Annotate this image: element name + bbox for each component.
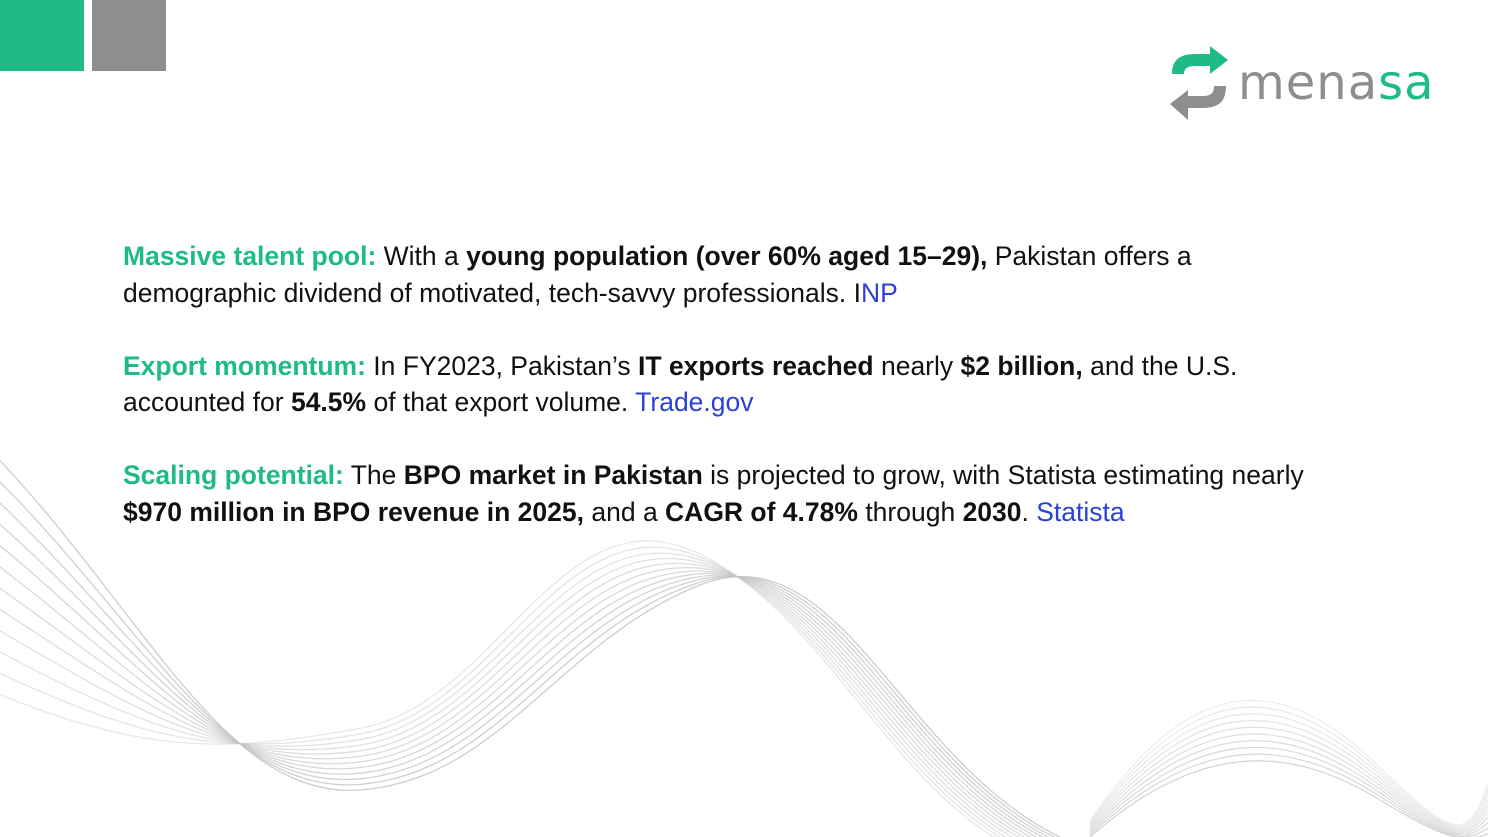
bold-text: 2030: [962, 496, 1022, 527]
wave-line: [0, 480, 1056, 837]
text: The: [343, 460, 404, 490]
wave-line: [1089, 706, 1488, 827]
text: and a: [584, 496, 666, 527]
wave-line: [1089, 726, 1488, 831]
bold-text: BPO market in Pakistan: [403, 460, 703, 490]
text: and the U.S. accounted for: [123, 350, 1238, 418]
brand-wordmark: menasa: [1238, 59, 1435, 107]
paragraph-lead: Scaling potential:: [123, 460, 344, 490]
source-link-trade-gov[interactable]: Trade.gov: [635, 387, 754, 417]
source-link-statista[interactable]: Statista: [1036, 496, 1125, 527]
source-link-inp[interactable]: NP: [860, 277, 898, 308]
wave-line: [0, 567, 1026, 837]
text: is projected to grow, with Statista esti…: [702, 460, 1304, 490]
paragraph-talent-pool: Massive talent pool: With a young popula…: [123, 238, 1323, 311]
wave-line: [0, 552, 1008, 837]
recycle-arrows-logo-icon: [1170, 46, 1228, 120]
brand-logo: menasa: [1166, 46, 1435, 120]
text: .: [1021, 496, 1037, 527]
text: With a: [376, 241, 467, 271]
text: Pakistan offers a demographic dividend o…: [123, 241, 1192, 308]
wave-line: [1089, 760, 1488, 837]
wave-line: [0, 557, 1014, 837]
paragraph-lead: Massive talent pool:: [123, 241, 377, 271]
wave-line: [1089, 746, 1488, 836]
wave-line: [1089, 733, 1488, 833]
wave-line: [0, 540, 995, 837]
bold-text: young population (over 60% aged 15–29),: [466, 241, 988, 271]
wave-line: [0, 562, 1020, 837]
wave-line: [0, 546, 1001, 837]
wave-line: [0, 566, 1033, 837]
wave-line: [0, 459, 1061, 837]
wave-line: [1089, 740, 1488, 835]
main-content: Massive talent pool: With a young popula…: [123, 238, 1323, 567]
bold-text: CAGR of 4.78%: [665, 496, 858, 527]
wave-line: [1089, 699, 1488, 826]
brand-wordmark-accent: sa: [1378, 55, 1435, 111]
text: through: [857, 496, 963, 527]
wave-line: [1089, 713, 1488, 829]
bold-text: IT exports reached: [637, 350, 874, 381]
wave-line: [1089, 753, 1488, 837]
text: In FY2023, Pakistan’s: [365, 350, 638, 381]
wave-line: [0, 523, 1044, 837]
bold-text: $2 billion,: [960, 350, 1083, 381]
text: of that export volume.: [366, 387, 636, 417]
wave-line: [0, 502, 1051, 837]
bold-text: 54.5%: [290, 387, 367, 417]
wave-line: [1089, 720, 1488, 830]
paragraph-lead: Export momentum:: [123, 350, 366, 381]
corner-green-block: [0, 0, 84, 71]
bold-text: $970 million in BPO revenue in 2025,: [123, 496, 584, 527]
wave-line: [0, 544, 1038, 837]
paragraph-scaling-potential: Scaling potential: The BPO market in Pak…: [123, 457, 1323, 530]
text: nearly: [873, 350, 961, 381]
corner-gray-block: [92, 0, 166, 71]
paragraph-export-momentum: Export momentum: In FY2023, Pakistan’s I…: [123, 348, 1323, 421]
brand-wordmark-main: mena: [1238, 55, 1379, 111]
